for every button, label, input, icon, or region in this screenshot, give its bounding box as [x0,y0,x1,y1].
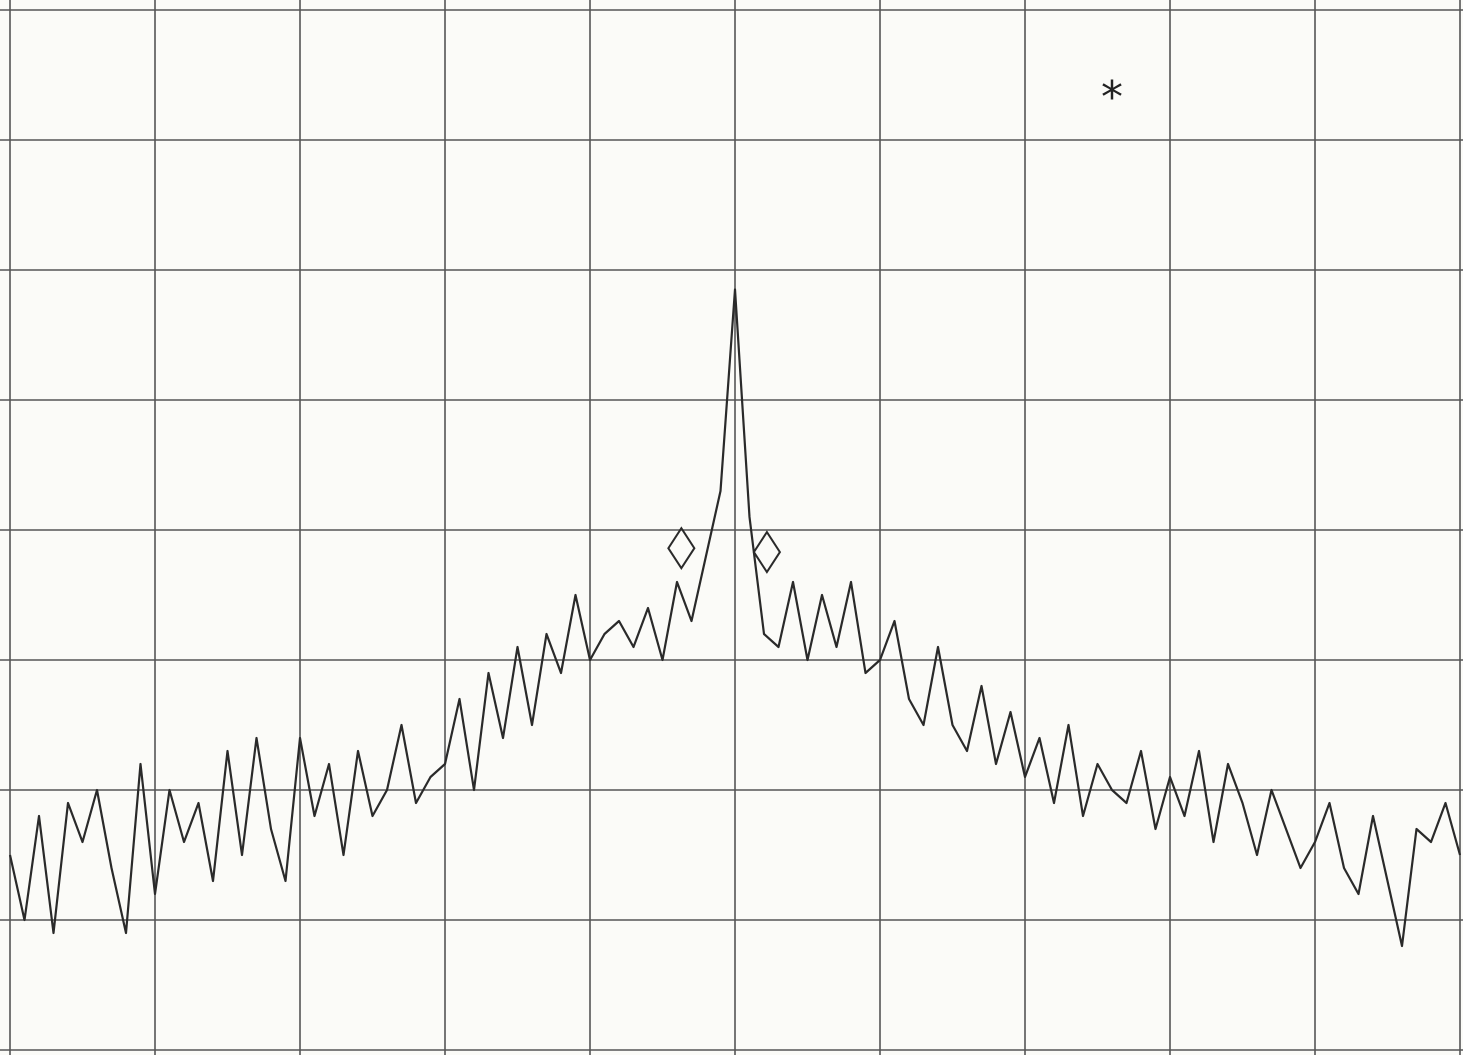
annotation: * [1101,72,1123,123]
marker [752,530,782,574]
marker [667,526,696,571]
trace [8,288,1462,948]
